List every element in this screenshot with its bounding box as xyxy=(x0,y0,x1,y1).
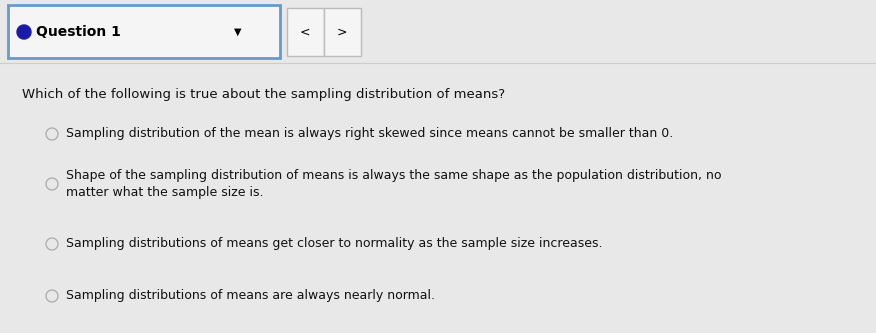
FancyBboxPatch shape xyxy=(287,8,324,56)
Text: Sampling distribution of the mean is always right skewed since means cannot be s: Sampling distribution of the mean is alw… xyxy=(66,128,674,141)
FancyBboxPatch shape xyxy=(8,5,280,58)
Text: Which of the following is true about the sampling distribution of means?: Which of the following is true about the… xyxy=(22,88,505,101)
Text: ▼: ▼ xyxy=(234,27,242,37)
Text: <: < xyxy=(300,26,310,39)
Text: Sampling distributions of means are always nearly normal.: Sampling distributions of means are alwa… xyxy=(66,289,435,302)
Text: Sampling distributions of means get closer to normality as the sample size incre: Sampling distributions of means get clos… xyxy=(66,237,603,250)
Circle shape xyxy=(17,25,31,39)
Text: Shape of the sampling distribution of means is always the same shape as the popu: Shape of the sampling distribution of me… xyxy=(66,169,722,199)
Text: >: > xyxy=(336,26,347,39)
Text: Question 1: Question 1 xyxy=(36,25,121,39)
FancyBboxPatch shape xyxy=(324,8,361,56)
